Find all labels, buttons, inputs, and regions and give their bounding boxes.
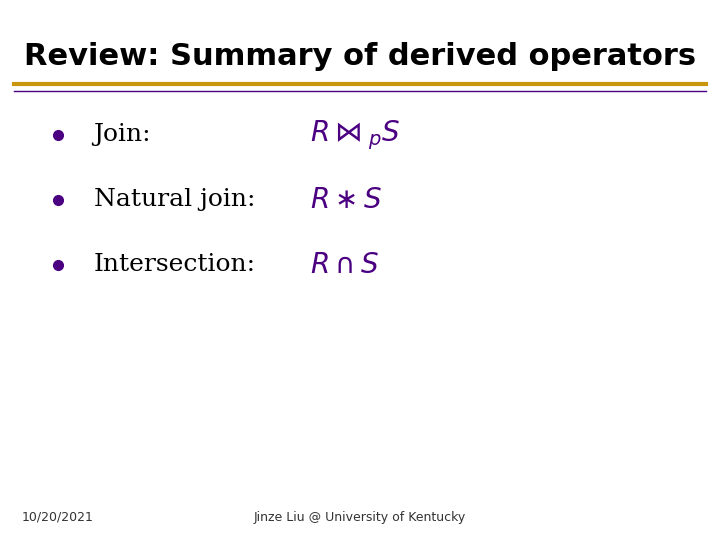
Text: Jinze Liu @ University of Kentucky: Jinze Liu @ University of Kentucky bbox=[254, 511, 466, 524]
Text: 10/20/2021: 10/20/2021 bbox=[22, 511, 94, 524]
Text: $R \ast S$: $R \ast S$ bbox=[310, 186, 382, 214]
Text: Natural join:: Natural join: bbox=[94, 188, 255, 211]
Text: Intersection:: Intersection: bbox=[94, 253, 256, 276]
Text: Join:: Join: bbox=[94, 124, 151, 146]
Text: $R \bowtie_p S$: $R \bowtie_p S$ bbox=[310, 118, 400, 152]
Text: Review: Summary of derived operators: Review: Summary of derived operators bbox=[24, 42, 696, 71]
Text: $R \cap S$: $R \cap S$ bbox=[310, 251, 379, 279]
